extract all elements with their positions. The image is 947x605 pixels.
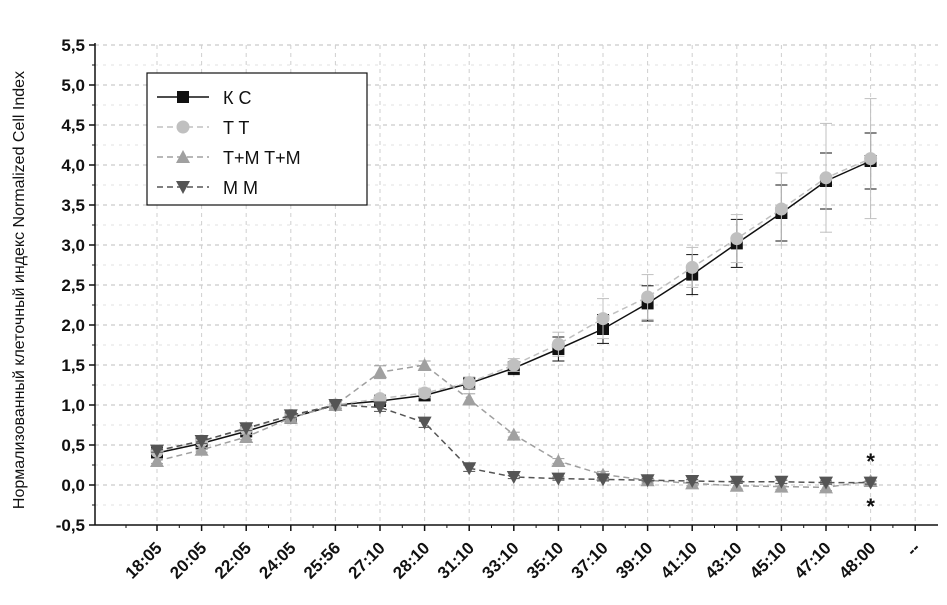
y-tick-label: 5,5 [61, 36, 85, 55]
data-point [417, 416, 432, 430]
data-point [328, 399, 343, 412]
y-tick-label: 2,0 [61, 316, 85, 335]
data-point [819, 171, 833, 185]
y-tick-label: 4,0 [61, 156, 85, 175]
y-tick-label: 3,0 [61, 236, 85, 255]
legend: К C T T T+M T+M M M [146, 72, 368, 206]
y-tick-label: 0,5 [61, 436, 85, 455]
y-tick-label: 5,0 [61, 76, 85, 95]
data-point [150, 454, 164, 467]
y-tick-label: -0,5 [56, 516, 85, 535]
legend-marker [177, 91, 189, 103]
x-tick-label: 35:10 [523, 538, 567, 582]
data-point [685, 260, 699, 274]
data-point [640, 474, 655, 488]
legend-label: T+M T+M [223, 148, 301, 168]
legend-label: К C [223, 88, 252, 108]
data-point [150, 444, 164, 458]
data-point [596, 473, 610, 487]
x-tick-label: 18:05 [122, 538, 166, 582]
data-point [774, 475, 789, 489]
series-3 [150, 399, 878, 490]
data-point [194, 435, 209, 448]
data-point [864, 152, 878, 166]
x-tick-label: 20:05 [166, 538, 210, 582]
x-tick-label: 28:10 [389, 538, 433, 582]
data-point [596, 312, 610, 326]
annotation-layer: ** [866, 449, 875, 519]
data-point [685, 475, 700, 488]
data-point [239, 430, 254, 443]
data-point [417, 358, 432, 371]
y-tick-label: 3,5 [61, 196, 85, 215]
x-tick-label: 22:05 [211, 538, 255, 582]
legend-label: T T [223, 118, 249, 138]
x-tick-label: 43:10 [701, 538, 745, 582]
data-point [283, 409, 298, 423]
x-tick-label: 24:05 [255, 538, 299, 582]
x-tick-label: 31:10 [434, 538, 478, 582]
y-tick-label: 1,5 [61, 356, 85, 375]
y-tick-label: 1,0 [61, 396, 85, 415]
x-tick-label: -- [903, 538, 924, 559]
data-point [462, 376, 476, 390]
data-point [507, 358, 521, 372]
significance-annotation: * [866, 449, 875, 474]
data-point [774, 202, 788, 216]
x-tick-label: 41:10 [657, 538, 701, 582]
y-tick-label: 2,5 [61, 276, 85, 295]
data-point [239, 422, 254, 436]
x-tick-label: 45:10 [746, 538, 790, 582]
x-tick-label: 47:10 [791, 538, 835, 582]
x-tick-label: 33:10 [478, 538, 522, 582]
data-point [819, 476, 833, 490]
y-axis-label: Нормализованный клеточный индекс Normali… [11, 71, 28, 509]
data-point [373, 401, 387, 415]
legend-label: M M [223, 178, 258, 198]
legend-marker [176, 120, 190, 134]
data-point [506, 427, 521, 441]
data-point [462, 462, 477, 476]
data-point [729, 475, 744, 489]
legend-marker [176, 181, 190, 194]
data-point [194, 442, 209, 456]
data-point [373, 365, 387, 379]
data-point [641, 290, 655, 304]
data-point [506, 471, 521, 484]
y-tick-label: 0,0 [61, 476, 85, 495]
series-layer [150, 98, 878, 494]
legend-marker [176, 150, 190, 163]
x-tick-label: 39:10 [612, 538, 656, 582]
data-point [863, 476, 878, 490]
significance-annotation: * [866, 494, 875, 519]
y-tick-label: 4,5 [61, 116, 85, 135]
x-tick-label: 27:10 [345, 538, 389, 582]
x-tick-label: 48:00 [835, 538, 879, 582]
data-point [730, 232, 744, 246]
data-point [418, 386, 432, 400]
data-point [551, 337, 565, 351]
data-point [462, 392, 477, 406]
data-point [551, 454, 566, 467]
x-tick-label: 37:10 [568, 538, 612, 582]
x-tick-label: 25:56 [300, 538, 344, 582]
data-point [551, 472, 566, 486]
